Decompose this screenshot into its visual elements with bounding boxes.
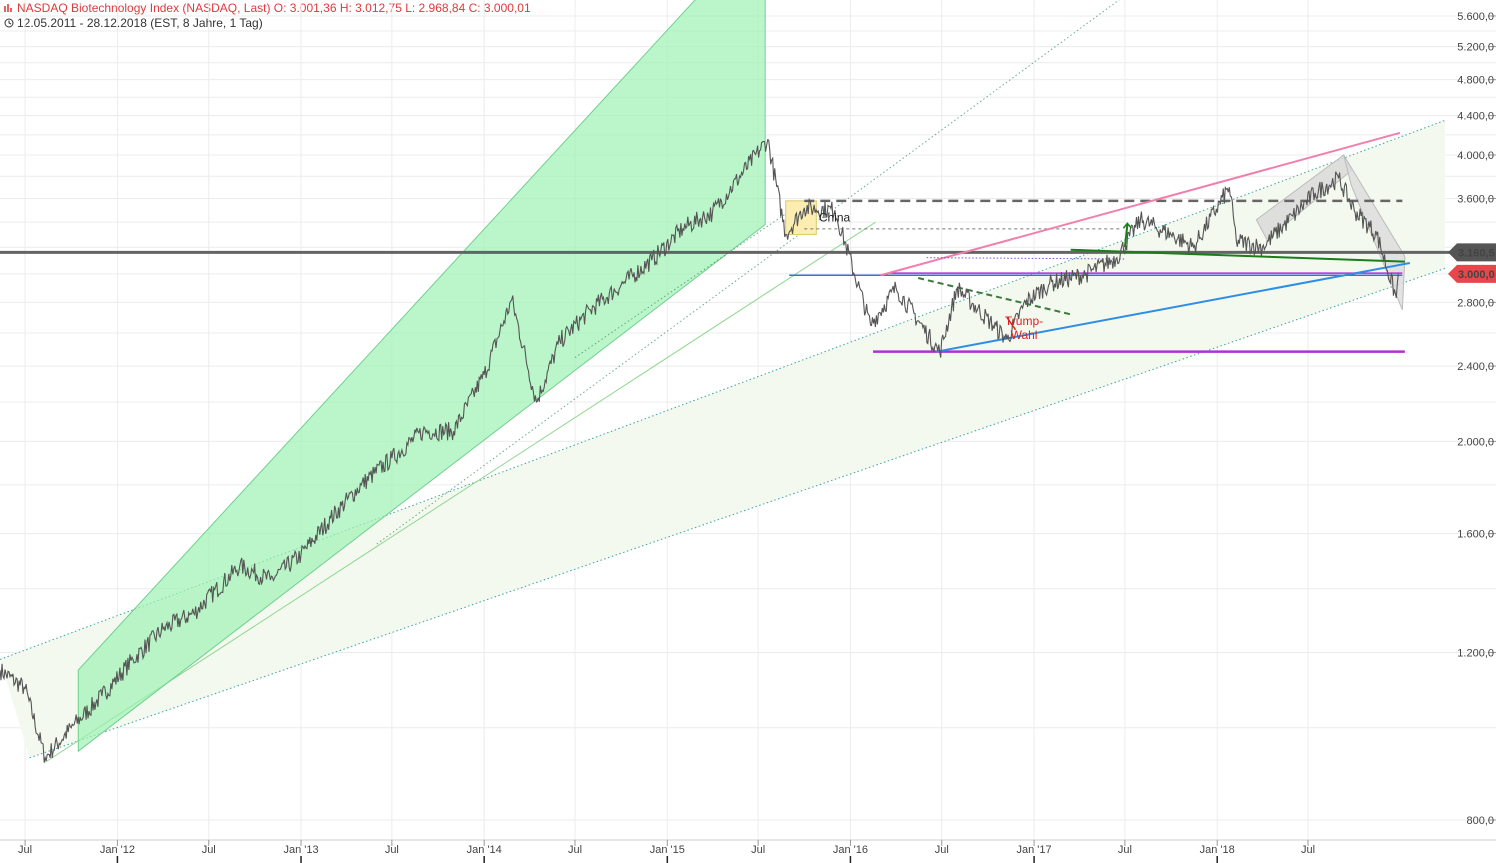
clock-icon [4, 17, 14, 28]
y-tick-label: 2.400,0 [1457, 361, 1494, 373]
green-trend-line [1070, 248, 1405, 263]
x-tick-label: Jul [18, 844, 32, 856]
x-tick-label: Jan '13 [283, 844, 318, 856]
x-tick-label: Jul [1301, 844, 1315, 856]
grey-down-channel [1343, 154, 1406, 311]
y-tick-label: 2.800,0 [1457, 297, 1494, 309]
x-tick-label: Jan '15 [650, 844, 685, 856]
date-range: 12.05.2011 - 28.12.2018 (EST, 8 Jahre, 1… [4, 16, 263, 30]
long-term-channel [0, 120, 1445, 758]
green-dashed-line [917, 277, 1071, 316]
chart-type-icon [4, 2, 14, 12]
trend-line-thin [44, 221, 876, 763]
chart-title-text: NASDAQ Biotechnology Index (NASDAQ, Last… [17, 1, 531, 15]
chart-title: NASDAQ Biotechnology Index (NASDAQ, Last… [4, 1, 531, 15]
price-line [0, 139, 1399, 763]
x-tick-label: Jul [202, 844, 216, 856]
price-badge-3160-label: 3.160,5 [1458, 247, 1495, 259]
green-arrow [1123, 224, 1129, 248]
price-badge-3160 [1448, 243, 1496, 262]
y-tick-label: 4.400,0 [1457, 111, 1494, 123]
date-range-text: 12.05.2011 - 28.12.2018 (EST, 8 Jahre, 1… [17, 16, 263, 30]
purple-dotted-line [926, 257, 1125, 260]
y-tick-label: 800,0 [1466, 815, 1494, 827]
blue-trend-line [936, 262, 1411, 353]
x-tick-label: Jan '12 [100, 844, 135, 856]
y-tick-label: 4.000,0 [1457, 150, 1494, 162]
y-tick-label: 3.600,0 [1457, 194, 1494, 206]
pink-trend-line [880, 131, 1401, 277]
trump-annotation: Wahl [1011, 328, 1038, 342]
price-badge-3000-label: 3.000,0 [1458, 269, 1495, 281]
x-tick-label: Jul [385, 844, 399, 856]
y-tick-label: 5.600,0 [1457, 11, 1494, 23]
x-tick-label: Jan '14 [467, 844, 502, 856]
uptrend-midline [376, 0, 1120, 545]
trump-annotation: Trump- [1005, 314, 1043, 328]
y-tick-label: 5.200,0 [1457, 42, 1494, 54]
x-tick-label: Jul [568, 844, 582, 856]
x-tick-label: Jan '17 [1017, 844, 1052, 856]
x-tick-label: Jul [935, 844, 949, 856]
x-tick-label: Jan '16 [833, 844, 868, 856]
y-tick-label: 2.000,0 [1457, 436, 1494, 448]
x-tick-label: Jul [1118, 844, 1132, 856]
y-tick-label: 1.200,0 [1457, 647, 1494, 659]
y-tick-label: 4.800,0 [1457, 75, 1494, 87]
y-tick-label: 1.600,0 [1457, 529, 1494, 541]
uptrend-midline [574, 206, 797, 358]
x-tick-label: Jan '18 [1200, 844, 1235, 856]
uptrend-channel [77, 0, 766, 753]
channel-dotted-line [29, 267, 1446, 759]
x-tick-label: Jul [751, 844, 765, 856]
price-badge-3000 [1448, 264, 1496, 283]
china-annotation: China [819, 210, 851, 224]
green-arrow-head [1122, 222, 1132, 229]
trump-arrow [1006, 316, 1017, 331]
